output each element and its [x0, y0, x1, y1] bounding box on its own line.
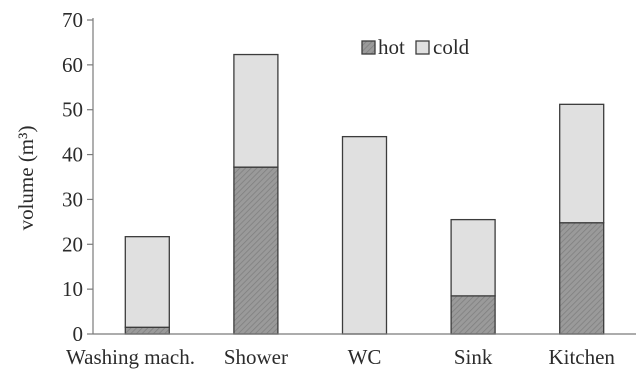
bar-hot-4 — [559, 222, 605, 335]
x-category-label: Sink — [454, 345, 493, 369]
y-tick-label: 40 — [62, 143, 83, 167]
x-category-label: Kitchen — [548, 345, 615, 369]
bars — [124, 53, 605, 335]
y-axis-ticks: 0 10 20 30 40 50 60 70 — [62, 8, 93, 346]
bar-hot-1 — [233, 166, 279, 335]
bar-cold-1 — [233, 53, 279, 168]
bar-hot-3 — [450, 295, 496, 335]
legend-label-cold: cold — [433, 35, 470, 59]
legend-swatch-hot — [361, 40, 376, 55]
y-tick-label: 30 — [62, 187, 83, 211]
x-category-label: Washing mach. — [66, 345, 195, 369]
y-tick-label: 60 — [62, 53, 83, 77]
x-axis-labels: Washing mach. Shower WC Sink Kitchen — [66, 345, 615, 369]
y-tick-label: 10 — [62, 277, 83, 301]
bar-hot-0 — [124, 326, 170, 335]
y-axis-title: volume (m³) — [14, 126, 38, 231]
x-category-label: Shower — [224, 345, 288, 369]
legend-label-hot: hot — [378, 35, 405, 59]
legend: hot cold — [361, 35, 470, 59]
y-tick-label: 70 — [62, 8, 83, 32]
y-tick-label: 0 — [73, 322, 84, 346]
bar-cold-3 — [450, 218, 496, 297]
bar-cold-4 — [559, 103, 605, 224]
legend-swatch-cold — [415, 40, 430, 55]
y-tick-label: 50 — [62, 98, 83, 122]
bar-cold-2 — [341, 135, 388, 335]
bar-cold-0 — [124, 236, 170, 328]
y-tick-label: 20 — [62, 232, 83, 256]
x-category-label: WC — [348, 345, 382, 369]
